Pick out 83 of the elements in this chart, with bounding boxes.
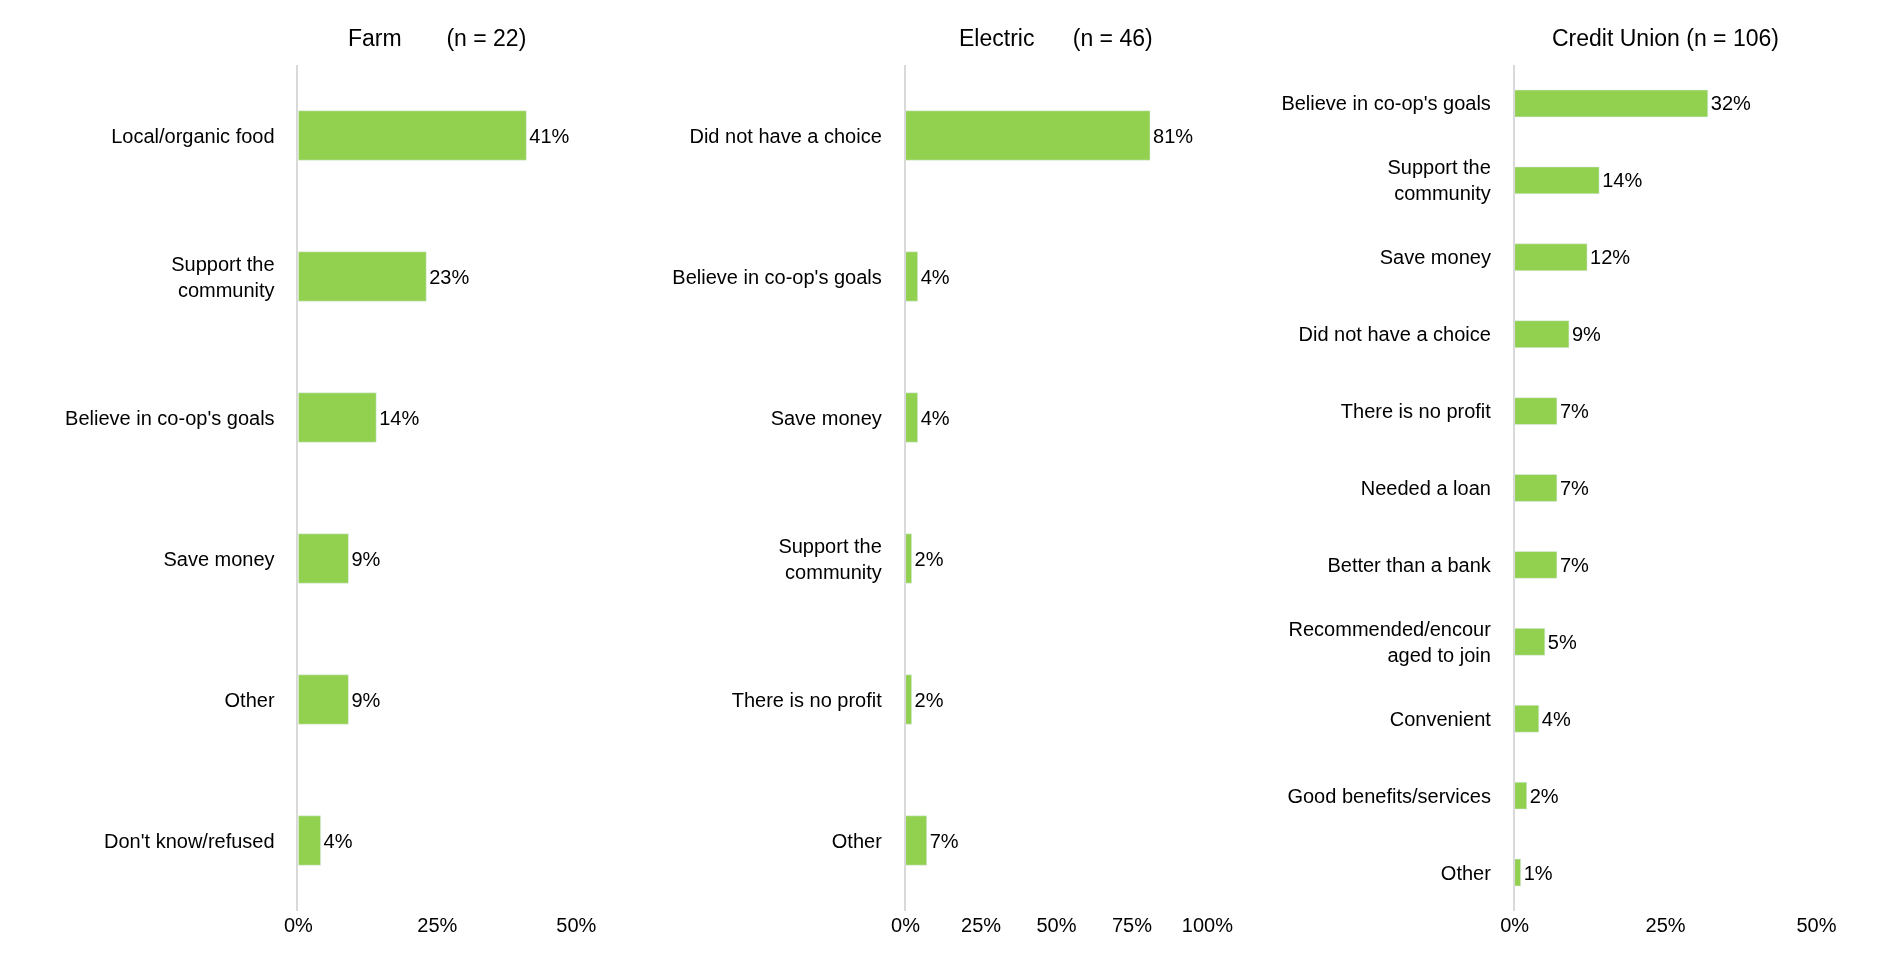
y-tick-label: Other [831, 829, 883, 852]
y-tick-label: Believe in co-op's goals [1281, 92, 1491, 115]
x-tick-label: 100% [1181, 914, 1234, 936]
data-label: 32% [1710, 92, 1752, 115]
bar [298, 251, 427, 302]
data-label: 4% [920, 406, 950, 429]
data-label: 23% [429, 265, 470, 288]
y-tick-label: Local/organic food [111, 124, 275, 147]
x-tick-label: 25% [417, 914, 458, 936]
y-tick-label: Convenient [1389, 707, 1492, 730]
data-label: 7% [1559, 400, 1590, 423]
y-tick-label: Did not have a choice [689, 124, 882, 147]
bar [298, 110, 527, 161]
x-tick-label: 0% [891, 914, 921, 936]
y-tick-label: Don't know/refused [104, 829, 275, 852]
bar [905, 533, 912, 584]
x-tick-label: 50% [1796, 914, 1837, 936]
y-tick-label: Other [1440, 861, 1492, 884]
data-label: 7% [929, 829, 959, 852]
data-label: 2% [914, 688, 944, 711]
data-label: 12% [1590, 246, 1631, 269]
y-tick-label: Save money [163, 547, 275, 570]
bar [1514, 858, 1521, 887]
data-label: 7% [1559, 477, 1590, 499]
bar [905, 392, 918, 443]
x-tick-label: 0% [1500, 914, 1530, 936]
bar [298, 674, 349, 725]
y-tick-label: There is no profit [1340, 400, 1492, 423]
bar [1514, 551, 1558, 579]
y-tick-label: Other [224, 688, 275, 711]
y-tick-label: Support the community [1387, 156, 1491, 205]
y-tick-label: Save money [770, 406, 882, 429]
x-tick-label: 0% [283, 914, 314, 936]
data-label: 41% [529, 124, 570, 147]
bar [1514, 705, 1540, 733]
x-tick-label: 75% [1111, 914, 1153, 936]
y-tick-label: Support the community [778, 534, 882, 583]
chart-title: Farm (n = 22) [348, 25, 527, 51]
data-label: 14% [1602, 169, 1643, 192]
chart-title: Electric (n = 46) [959, 25, 1153, 51]
bar [905, 674, 912, 725]
data-label: 2% [914, 547, 944, 570]
data-label: 9% [351, 688, 381, 711]
y-tick-label: Support the community [171, 252, 275, 301]
data-label: 7% [1559, 553, 1590, 576]
bar [298, 392, 377, 443]
data-label: 4% [920, 265, 950, 288]
bar [1514, 166, 1600, 195]
y-tick-label: Save money [1379, 246, 1491, 269]
y-tick-label: There is no profit [731, 688, 883, 711]
x-tick-label: 25% [961, 914, 1002, 936]
x-tick-label: 25% [1645, 914, 1686, 936]
y-tick-label: Better than a bank [1327, 553, 1492, 576]
data-label: 4% [323, 829, 353, 852]
x-tick-label: 50% [1036, 914, 1077, 936]
y-tick-label: Believe in co-op's goals [65, 406, 275, 429]
y-tick-label: Needed a loan [1360, 477, 1491, 499]
data-label: 14% [379, 406, 420, 429]
data-label: 81% [1153, 124, 1194, 147]
data-label: 9% [351, 547, 381, 570]
bar [1514, 397, 1558, 425]
data-label: 2% [1529, 784, 1559, 807]
bar [1514, 781, 1527, 810]
y-tick-label: Good benefits/services [1287, 784, 1491, 807]
bar [298, 815, 321, 866]
chart-title: Credit Union (n = 106) [1552, 25, 1779, 51]
data-label: 9% [1571, 323, 1602, 346]
bar [1514, 320, 1570, 348]
x-tick-label: 50% [556, 914, 597, 936]
bar [905, 815, 927, 866]
bar [298, 533, 349, 584]
data-label: 4% [1541, 707, 1571, 730]
bar [905, 110, 1151, 161]
bar [905, 251, 918, 302]
y-tick-label: Did not have a choice [1298, 323, 1491, 346]
bar [1514, 628, 1546, 656]
bar [1514, 243, 1588, 271]
data-label: 1% [1523, 861, 1553, 884]
y-tick-label: Recommended/encour aged to join [1288, 617, 1492, 666]
data-label: 5% [1547, 630, 1577, 653]
bar [1514, 474, 1558, 502]
y-tick-label: Believe in co-op's goals [672, 265, 882, 288]
bar [1514, 89, 1709, 118]
